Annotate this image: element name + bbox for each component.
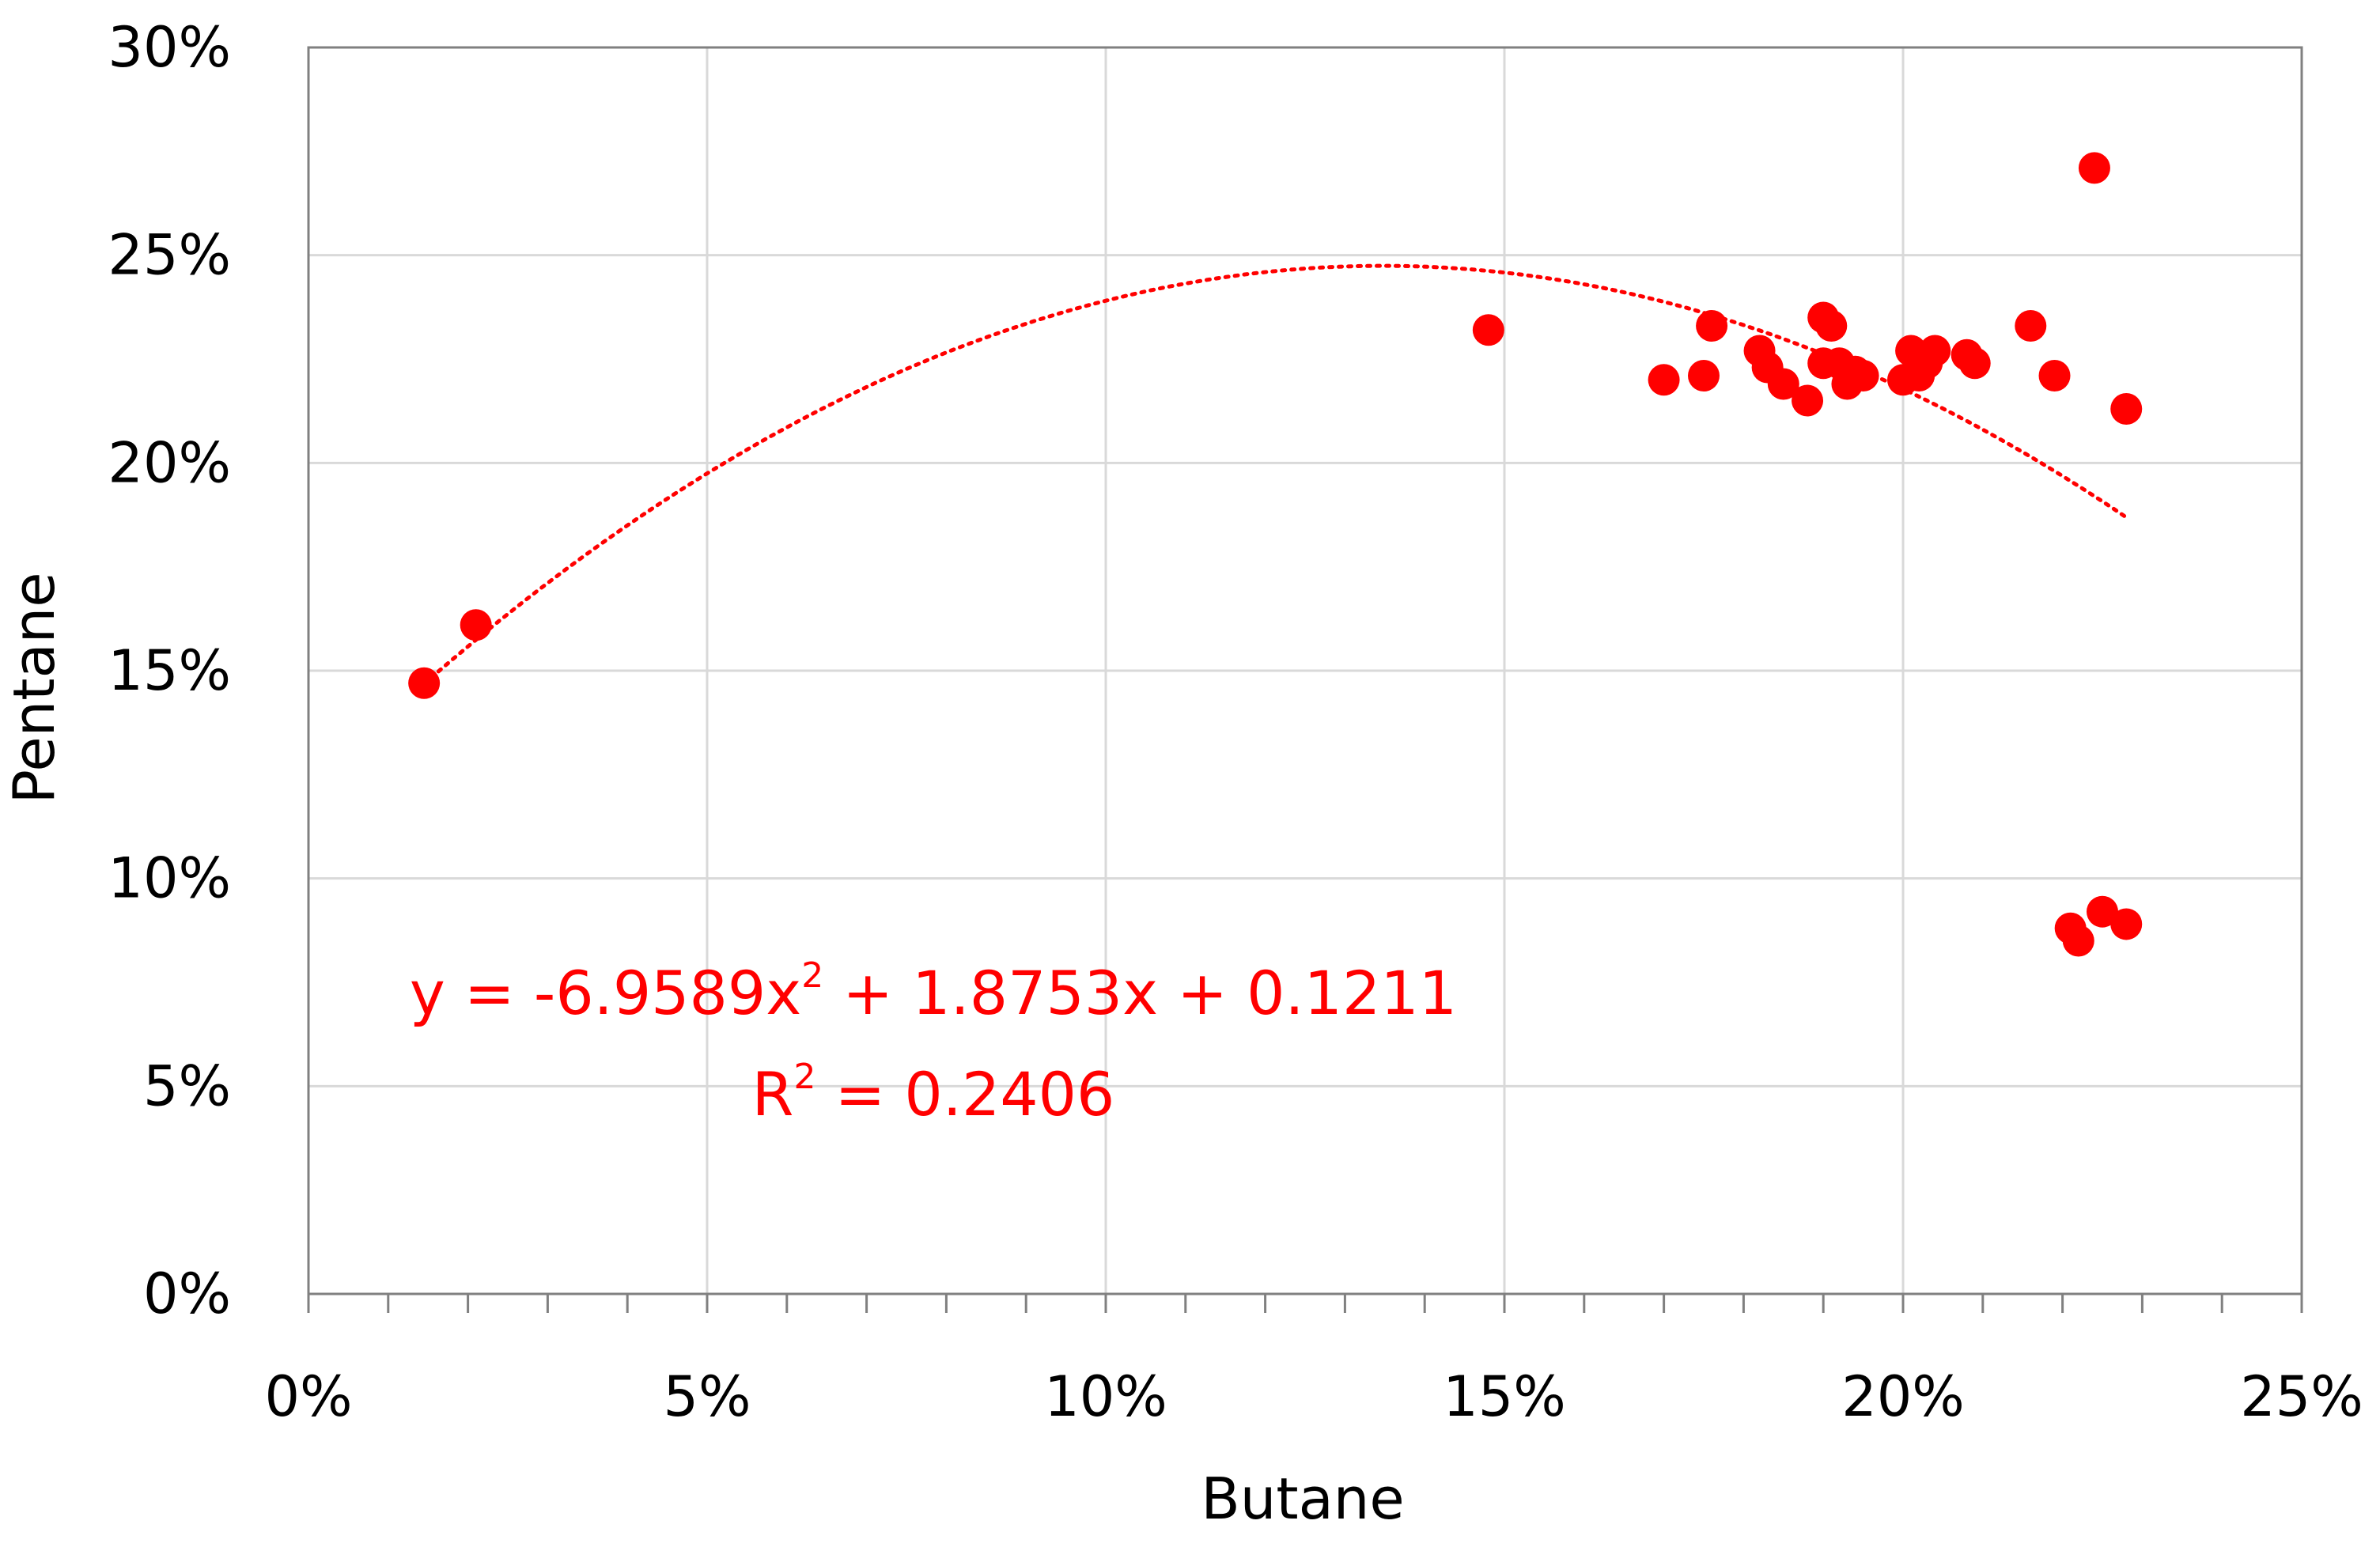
y-tick-label: 0%: [143, 1261, 231, 1326]
x-tick-label: 20%: [1841, 1364, 1965, 1429]
trendline-r-squared: R2 = 0.2406: [752, 1057, 1115, 1129]
x-minor-ticks: [307, 1294, 2303, 1313]
x-tick-labels: 0% 5% 10% 15% 20% 25%: [264, 1364, 2363, 1429]
x-tick-label: 5%: [663, 1364, 751, 1429]
data-point: [2078, 152, 2110, 184]
y-tick-label: 30%: [108, 15, 231, 80]
r-squared-exponent: 2: [793, 1057, 815, 1097]
y-tick-label: 25%: [108, 223, 231, 288]
data-point: [2038, 360, 2071, 392]
r-squared-prefix: R: [752, 1059, 794, 1129]
plot-area-border: [307, 46, 2303, 1295]
gridlines: [307, 46, 2303, 1295]
data-point: [2087, 895, 2118, 928]
trendline-equation-exponent: 2: [801, 955, 823, 996]
trendline-equation: y = -6.9589x2 + 1.8753x + 0.1211: [410, 955, 1457, 1028]
trendline-equation-prefix: y = -6.9589x: [410, 958, 801, 1028]
data-point: [460, 609, 492, 641]
y-tick-label: 5%: [143, 1053, 231, 1118]
y-tick-label: 10%: [108, 846, 231, 911]
data-point: [1648, 364, 1680, 396]
data-point: [1847, 360, 1879, 392]
data-point: [2015, 309, 2047, 342]
data-point: [1792, 384, 1824, 417]
trendline-equation-suffix: + 1.8753x + 0.1211: [823, 958, 1457, 1028]
data-point: [2062, 925, 2094, 957]
data-point: [1688, 360, 1720, 392]
x-tick-label: 10%: [1044, 1364, 1167, 1429]
x-tick-label: 0%: [264, 1364, 352, 1429]
data-point: [1919, 335, 1951, 367]
data-point: [408, 667, 441, 699]
data-point: [1958, 347, 1991, 380]
data-point: [1767, 368, 1799, 400]
y-axis-title: Pentane: [1, 572, 67, 804]
y-tick-label: 20%: [108, 430, 231, 495]
r-squared-suffix: = 0.2406: [815, 1059, 1114, 1129]
data-point: [2110, 908, 2143, 940]
data-point: [1815, 309, 1848, 342]
y-tick-label: 15%: [108, 638, 231, 703]
data-points: [408, 152, 2143, 957]
y-tick-labels: 0% 5% 10% 15% 20% 25% 30%: [108, 15, 231, 1326]
polynomial-trendline: [422, 263, 2128, 687]
x-axis-title: Butane: [1201, 1466, 1404, 1532]
data-point: [1472, 314, 1504, 346]
data-point: [2110, 393, 2143, 426]
x-tick-label: 15%: [1443, 1364, 1566, 1429]
data-point: [1696, 309, 1728, 342]
x-tick-label: 25%: [2240, 1364, 2363, 1429]
